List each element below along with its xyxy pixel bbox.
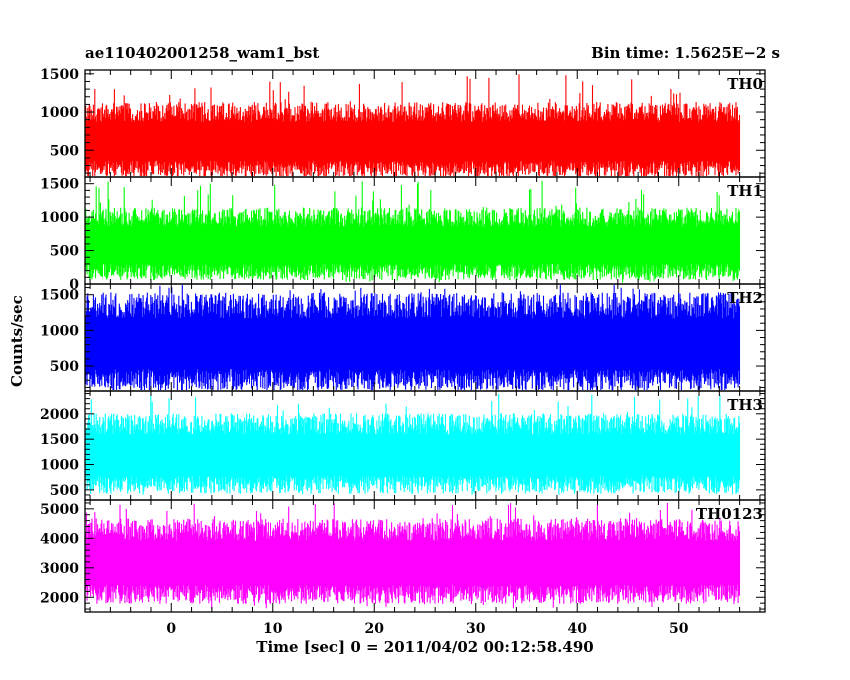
figure-title-left: ae110402001258_wam1_bst <box>85 44 320 62</box>
series-th1 <box>84 181 741 283</box>
panel-label-th0123: TH0123 <box>696 505 763 523</box>
y-tick-label: 1000 <box>40 105 79 121</box>
x-tick-label: 0 <box>166 621 176 637</box>
series-th3 <box>84 393 741 495</box>
panel-label-th2: TH2 <box>727 289 763 307</box>
y-tick-label: 500 <box>50 143 79 159</box>
x-tick-label: 50 <box>669 621 689 637</box>
panel-label-th1: TH1 <box>727 182 763 200</box>
y-tick-label: 500 <box>50 359 79 375</box>
panel-label-th0: TH0 <box>727 75 763 93</box>
y-tick-label: 1500 <box>40 67 79 83</box>
y-tick-label: 500 <box>50 244 79 260</box>
y-tick-label: 1000 <box>40 210 79 226</box>
y-tick-label: 0 <box>69 277 79 293</box>
y-tick-label: 1000 <box>40 323 79 339</box>
y-tick-label: 5000 <box>40 502 79 518</box>
y-tick-label: 1000 <box>40 458 79 474</box>
y-tick-label: 2000 <box>40 407 79 423</box>
figure-title-right: Bin time: 1.5625E−2 s <box>591 44 780 62</box>
x-axis-label: Time [sec] 0 = 2011/04/02 00:12:58.490 <box>256 638 594 656</box>
x-tick-label: 30 <box>466 621 486 637</box>
series-th0 <box>84 74 741 176</box>
x-tick-label: 40 <box>567 621 587 637</box>
y-tick-label: 1500 <box>40 177 79 193</box>
x-tick-label: 10 <box>263 621 283 637</box>
series-th2 <box>84 285 741 390</box>
y-tick-label: 3000 <box>40 561 79 577</box>
x-tick-label: 20 <box>365 621 385 637</box>
series-th0123 <box>84 503 741 609</box>
panel-label-th3: TH3 <box>727 396 763 414</box>
y-tick-label: 1500 <box>40 288 79 304</box>
y-tick-label: 500 <box>50 483 79 499</box>
y-tick-label: 4000 <box>40 531 79 547</box>
y-tick-label: 2000 <box>40 590 79 606</box>
y-tick-label: 1500 <box>40 432 79 448</box>
